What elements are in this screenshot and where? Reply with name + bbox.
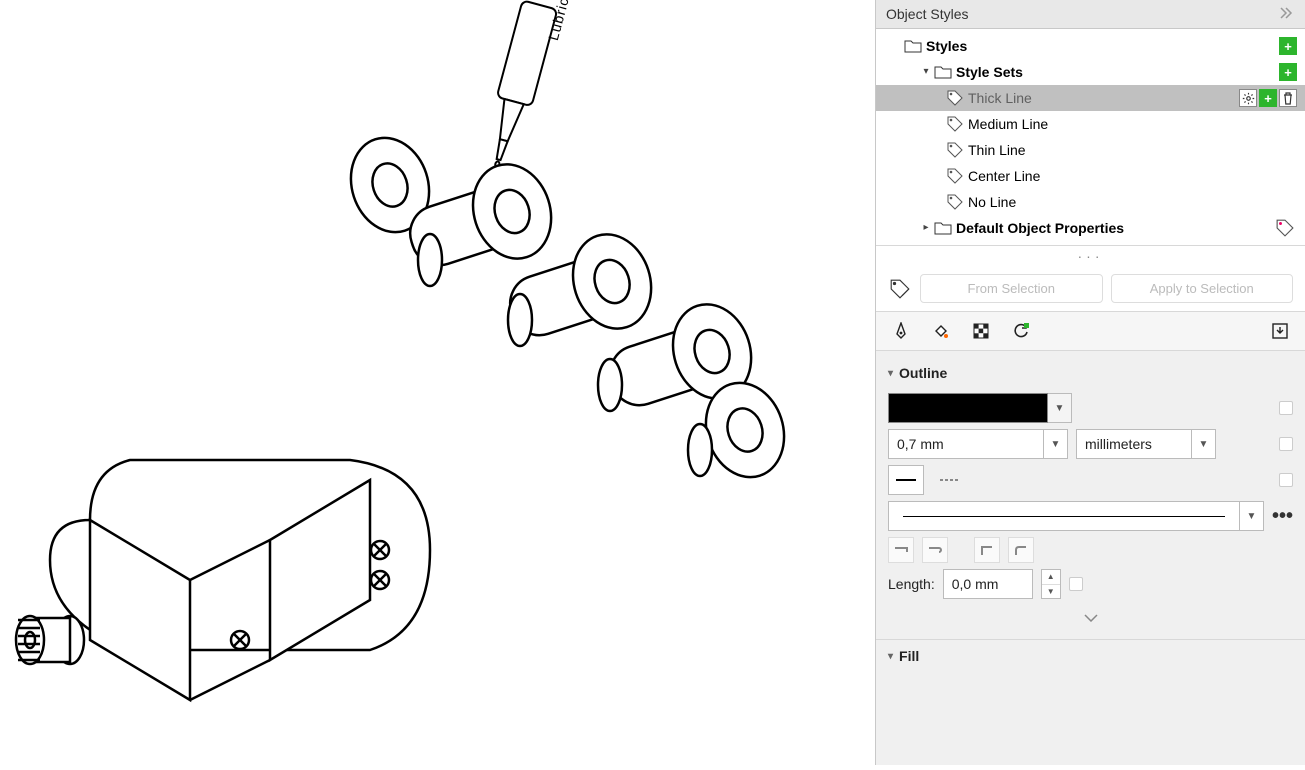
tag-icon [946, 193, 964, 211]
tree-style-sets[interactable]: ▾ Style Sets + [876, 59, 1305, 85]
fill-section: ▾ Fill [876, 639, 1305, 678]
panel-header: Object Styles [876, 0, 1305, 29]
property-tabs [876, 312, 1305, 351]
section-title: Fill [899, 648, 919, 664]
style-item-medium-line[interactable]: Medium Line [876, 111, 1305, 137]
corner-miter-button[interactable] [974, 537, 1000, 563]
outline-units-value: millimeters [1077, 436, 1191, 452]
override-checkbox[interactable] [1279, 437, 1293, 451]
fill-tab[interactable] [928, 318, 954, 344]
drawing-canvas[interactable]: Lubricant [0, 0, 875, 765]
add-style-button[interactable]: + [1279, 37, 1297, 55]
section-disclosure-icon: ▾ [888, 368, 893, 379]
add-styleset-button[interactable]: + [1279, 63, 1297, 81]
outline-expand-button[interactable] [888, 605, 1293, 631]
dashed-line-button[interactable] [932, 465, 968, 495]
tree-default-props[interactable]: ▸ Default Object Properties [876, 215, 1305, 241]
folder-icon [904, 37, 922, 55]
collapse-icon[interactable] [1279, 6, 1295, 22]
stepper-up-icon[interactable]: ▲ [1042, 570, 1060, 585]
line-style-combo[interactable]: ▼ [888, 501, 1264, 531]
outline-color-swatch [888, 393, 1048, 423]
cap-flat-button[interactable] [888, 537, 914, 563]
style-label: Thin Line [968, 142, 1026, 158]
folder-icon [934, 219, 952, 237]
solid-line-button[interactable] [888, 465, 924, 495]
tree-label: Style Sets [956, 64, 1023, 80]
panel-title: Object Styles [886, 6, 968, 22]
corner-round-button[interactable] [1008, 537, 1034, 563]
outline-width-value: 0,7 mm [889, 436, 1043, 452]
line-style-more-button[interactable]: ••• [1272, 505, 1293, 528]
style-item-thin-line[interactable]: Thin Line [876, 137, 1305, 163]
length-stepper[interactable]: ▲ ▼ [1041, 569, 1061, 599]
length-label: Length: [888, 576, 935, 592]
selection-actions: From Selection Apply to Selection [876, 266, 1305, 312]
style-item-thick-line[interactable]: Thick Line + [876, 85, 1305, 111]
stepper-down-icon[interactable]: ▼ [1042, 585, 1060, 599]
style-item-no-line[interactable]: No Line [876, 189, 1305, 215]
folder-icon [934, 63, 952, 81]
tree-label: Default Object Properties [956, 220, 1124, 236]
settings-button[interactable] [1239, 89, 1257, 107]
tag-icon [946, 115, 964, 133]
disclosure-icon[interactable]: ▸ [920, 222, 932, 234]
from-selection-button[interactable]: From Selection [920, 274, 1103, 303]
style-item-center-line[interactable]: Center Line [876, 163, 1305, 189]
cap-round-button[interactable] [922, 537, 948, 563]
outline-section: ▾ Outline ▼ 0,7 mm ▼ millimeters ▼ [876, 351, 1305, 639]
export-tab[interactable] [1267, 318, 1293, 344]
style-label: Thick Line [968, 90, 1032, 106]
transparency-tab[interactable] [968, 318, 994, 344]
outline-width-combo[interactable]: 0,7 mm ▼ [888, 429, 1068, 459]
override-checkbox[interactable] [1279, 473, 1293, 487]
disclosure-icon[interactable]: ▾ [920, 66, 932, 78]
tree-label: Styles [926, 38, 967, 54]
tag-selection-icon[interactable] [888, 277, 912, 301]
technical-illustration [0, 0, 875, 765]
outline-color-combo[interactable]: ▼ [888, 393, 1072, 423]
dropdown-arrow-icon[interactable]: ▼ [1048, 393, 1072, 423]
fill-header[interactable]: ▾ Fill [888, 642, 1293, 670]
section-title: Outline [899, 365, 947, 381]
tag-indicator-icon [1273, 216, 1297, 240]
tag-icon [946, 167, 964, 185]
length-input[interactable]: 0,0 mm [943, 569, 1033, 599]
style-label: No Line [968, 194, 1016, 210]
object-styles-panel: Object Styles Styles + ▾ Style Sets + [875, 0, 1305, 765]
styles-tree: Styles + ▾ Style Sets + Thick Line [876, 29, 1305, 246]
style-label: Medium Line [968, 116, 1048, 132]
delete-button[interactable] [1279, 89, 1297, 107]
apply-to-selection-button[interactable]: Apply to Selection [1111, 274, 1294, 303]
length-value: 0,0 mm [944, 576, 1032, 592]
tag-icon [946, 89, 964, 107]
pen-tab[interactable] [888, 318, 914, 344]
dropdown-arrow-icon[interactable]: ▼ [1239, 502, 1263, 530]
refresh-tab[interactable] [1008, 318, 1034, 344]
outline-units-combo[interactable]: millimeters ▼ [1076, 429, 1216, 459]
tag-icon [946, 141, 964, 159]
section-disclosure-icon: ▾ [888, 651, 893, 662]
add-child-button[interactable]: + [1259, 89, 1277, 107]
override-checkbox[interactable] [1069, 577, 1083, 591]
style-label: Center Line [968, 168, 1040, 184]
override-checkbox[interactable] [1279, 401, 1293, 415]
outline-header[interactable]: ▾ Outline [888, 359, 1293, 387]
tree-resize-handle[interactable]: ··· [876, 246, 1305, 266]
tree-styles-root[interactable]: Styles + [876, 33, 1305, 59]
dropdown-arrow-icon[interactable]: ▼ [1043, 430, 1067, 458]
dropdown-arrow-icon[interactable]: ▼ [1191, 430, 1215, 458]
